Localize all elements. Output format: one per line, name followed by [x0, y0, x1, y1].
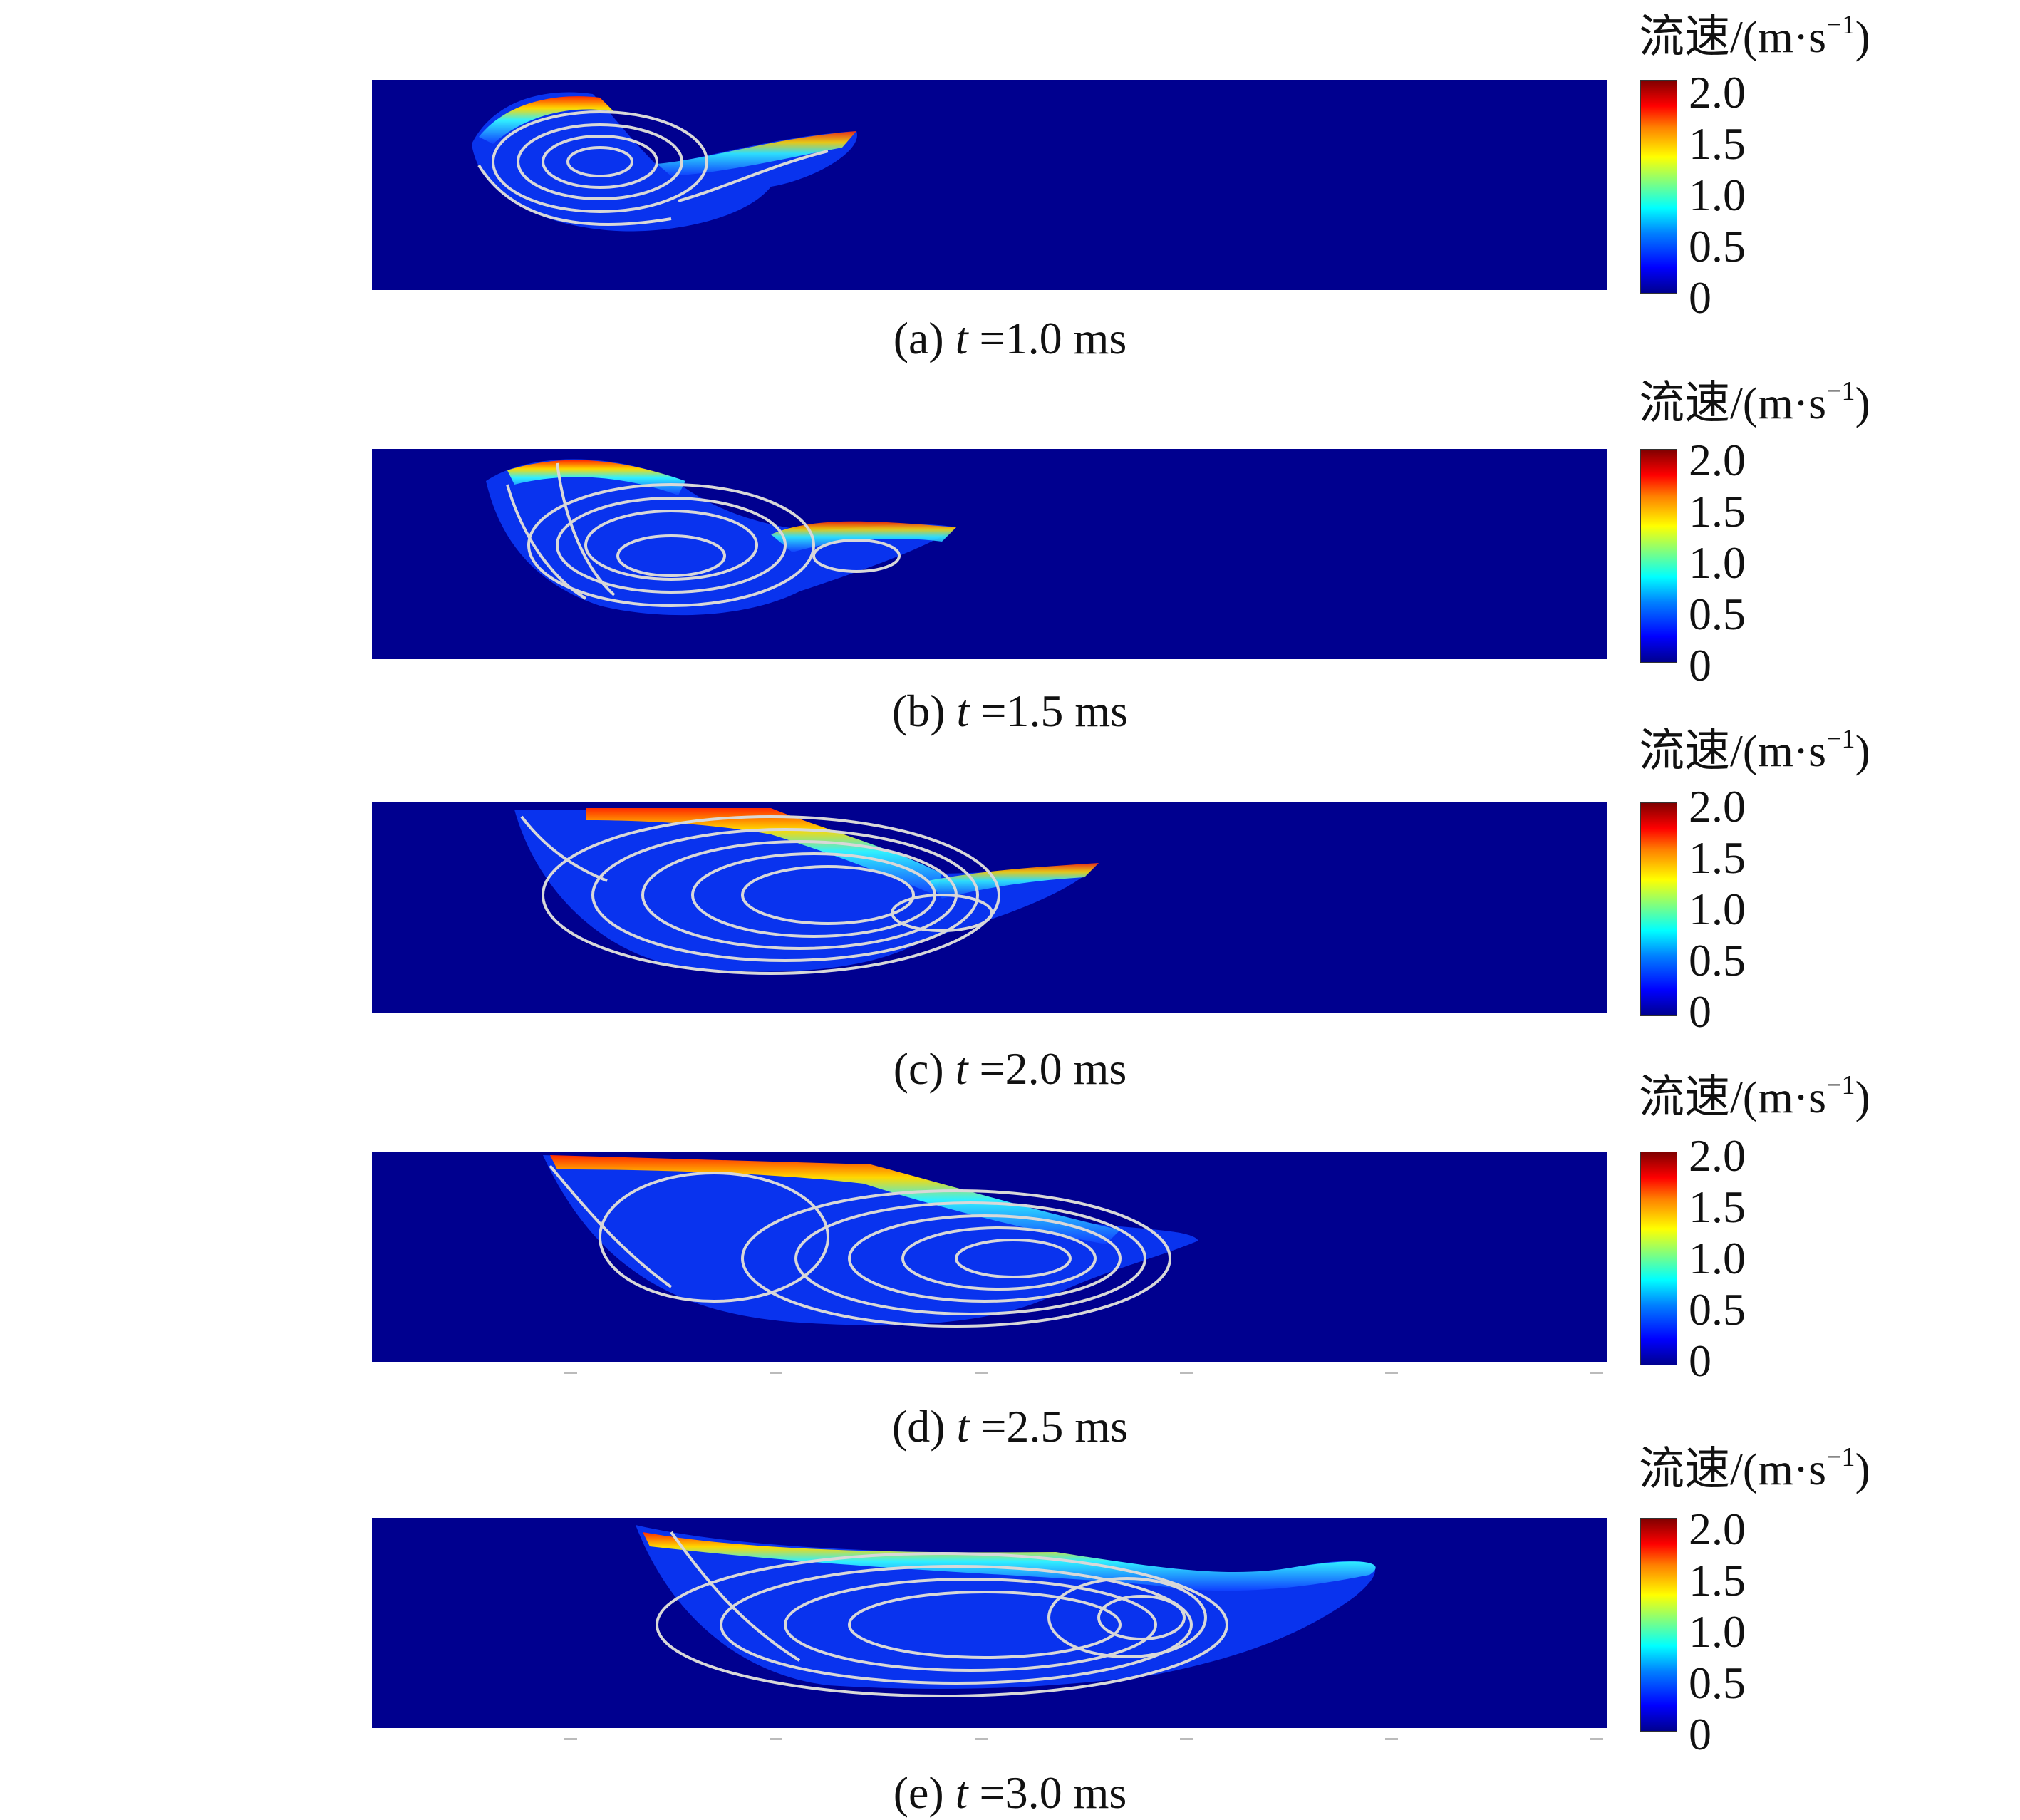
- panel-caption: (a) t =1.0 ms: [893, 313, 1127, 363]
- colorbar-title: 流速/(m·s−1): [1639, 1070, 1870, 1122]
- panel-caption: (b) t =1.5 ms: [891, 686, 1129, 736]
- velocity-contour-b: [372, 449, 1607, 659]
- colorbar-tick: 1.5: [1689, 1182, 1746, 1232]
- axis-tick-marks: [372, 1736, 1607, 1743]
- colorbar-tick: 1.0: [1689, 170, 1746, 220]
- flow-field-plot: [372, 1152, 1607, 1362]
- velocity-contour-a: [372, 80, 1607, 290]
- colorbar-tick: 1.5: [1689, 832, 1746, 883]
- axis-tick-marks: [372, 1370, 1607, 1377]
- colorbar-tick: 0.5: [1689, 1284, 1746, 1335]
- colorbar-tick: 1.0: [1689, 1606, 1746, 1657]
- flow-field-plot: [372, 80, 1607, 290]
- colorbar-title: 流速/(m·s−1): [1639, 724, 1870, 776]
- axis-tick-dot: [1385, 1372, 1398, 1374]
- colorbar-tick: 0: [1689, 640, 1711, 691]
- colorbar: [1640, 802, 1677, 1016]
- axis-tick-dot: [1180, 1738, 1193, 1740]
- colorbar-tick: 0: [1689, 272, 1711, 323]
- colorbar: [1640, 80, 1677, 294]
- colorbar-tick: 0.5: [1689, 589, 1746, 639]
- colorbar-tick: 0: [1689, 1335, 1711, 1386]
- axis-tick-dot: [1385, 1738, 1398, 1740]
- flow-field-plot: [372, 1518, 1607, 1728]
- colorbar: [1640, 449, 1677, 663]
- panel-caption: (e) t =3.0 ms: [893, 1767, 1127, 1818]
- colorbar-tick: 0.5: [1689, 221, 1746, 272]
- flow-field-plot: [372, 449, 1607, 659]
- axis-tick-dot: [564, 1738, 577, 1740]
- axis-tick-dot: [975, 1738, 988, 1740]
- velocity-contour-c: [372, 802, 1607, 1013]
- axis-tick-dot: [975, 1372, 988, 1374]
- colorbar-tick: 1.0: [1689, 537, 1746, 588]
- velocity-contour-e: [372, 1518, 1607, 1728]
- colorbar-tick: 2.0: [1689, 67, 1746, 118]
- axis-tick-dot: [1180, 1372, 1193, 1374]
- colorbar-tick: 0.5: [1689, 1658, 1746, 1708]
- colorbar-tick: 1.0: [1689, 884, 1746, 934]
- colorbar-tick: 2.0: [1689, 435, 1746, 485]
- colorbar-tick: 1.0: [1689, 1233, 1746, 1283]
- colorbar-title: 流速/(m·s−1): [1639, 1442, 1870, 1494]
- colorbar-tick: 2.0: [1689, 1504, 1746, 1554]
- panel-caption: (c) t =2.0 ms: [893, 1043, 1127, 1094]
- colorbar-tick: 0.5: [1689, 935, 1746, 986]
- colorbar-tick: 2.0: [1689, 1130, 1746, 1181]
- colorbar-tick: 0: [1689, 1709, 1711, 1759]
- colorbar-tick: 1.5: [1689, 486, 1746, 537]
- axis-tick-dot: [770, 1372, 782, 1374]
- axis-tick-dot: [770, 1738, 782, 1740]
- flow-field-plot: [372, 802, 1607, 1013]
- colorbar-tick: 1.5: [1689, 1555, 1746, 1606]
- colorbar-tick: 2.0: [1689, 781, 1746, 832]
- velocity-contour-d: [372, 1152, 1607, 1362]
- colorbar-title: 流速/(m·s−1): [1639, 10, 1870, 62]
- panel-caption: (d) t =2.5 ms: [891, 1401, 1129, 1452]
- colorbar: [1640, 1152, 1677, 1365]
- colorbar-tick: 0: [1689, 986, 1711, 1037]
- axis-tick-dot: [1590, 1372, 1603, 1374]
- axis-tick-dot: [564, 1372, 577, 1374]
- colorbar-title: 流速/(m·s−1): [1639, 376, 1870, 428]
- axis-tick-dot: [1590, 1738, 1603, 1740]
- colorbar: [1640, 1518, 1677, 1732]
- colorbar-tick: 1.5: [1689, 118, 1746, 169]
